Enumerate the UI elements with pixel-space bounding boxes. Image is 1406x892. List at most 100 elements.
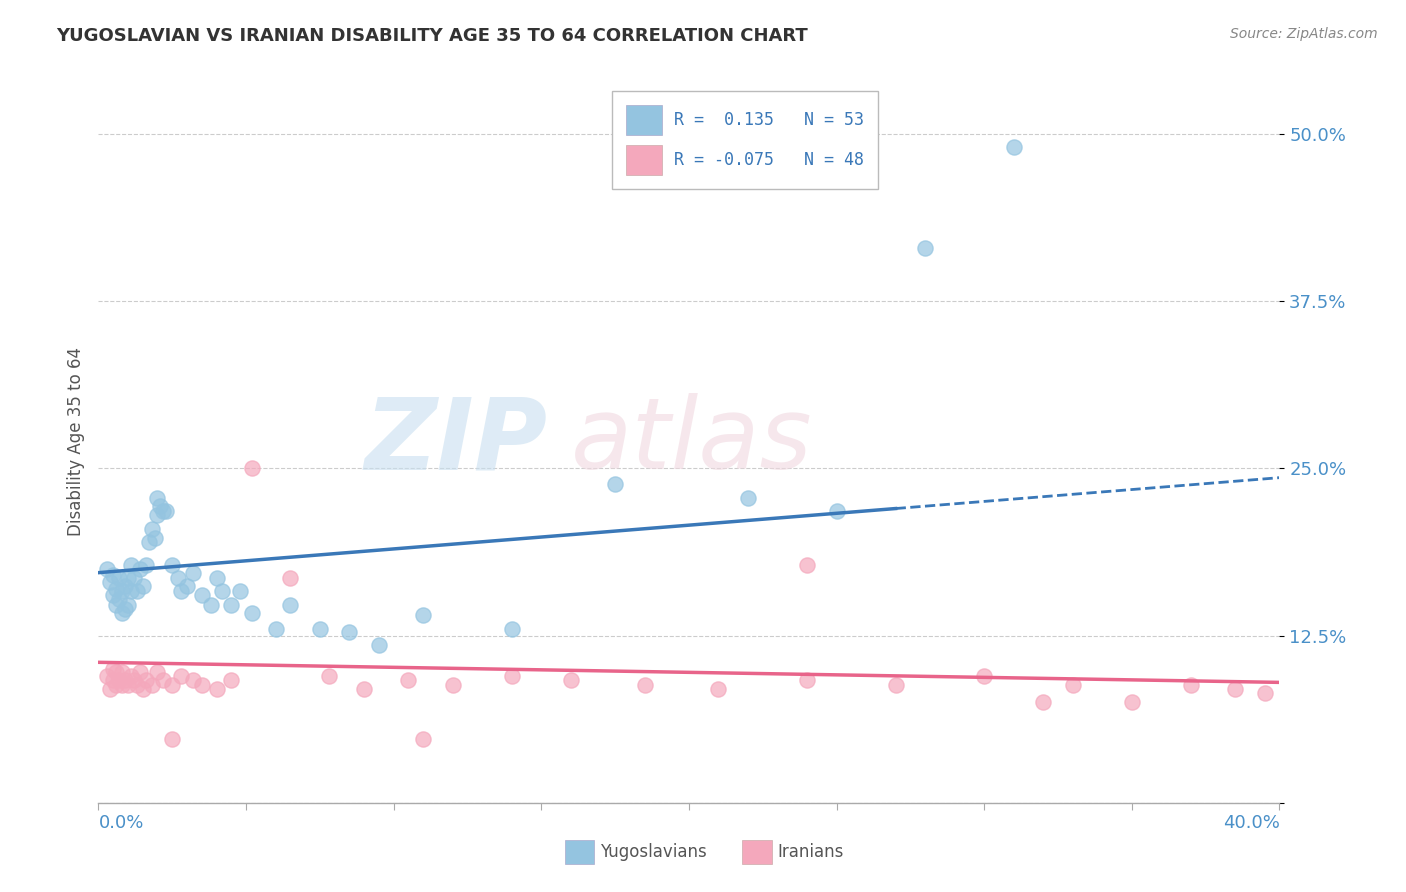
- Point: [318, 669, 340, 683]
- Point: [96, 669, 118, 683]
- Point: [181, 673, 204, 687]
- Point: [200, 598, 222, 612]
- Point: [205, 571, 228, 585]
- Point: [181, 566, 204, 580]
- Point: [1032, 696, 1054, 710]
- Point: [143, 531, 166, 545]
- Point: [412, 608, 434, 623]
- Point: [605, 477, 627, 491]
- Point: [122, 571, 145, 585]
- Point: [191, 589, 214, 603]
- Point: [191, 678, 214, 692]
- Point: [412, 731, 434, 746]
- FancyBboxPatch shape: [612, 91, 877, 189]
- Point: [125, 584, 148, 599]
- Text: Iranians: Iranians: [778, 843, 844, 861]
- Point: [103, 662, 125, 676]
- Text: atlas: atlas: [571, 393, 813, 490]
- Point: [114, 602, 136, 616]
- Y-axis label: Disability Age 35 to 64: Disability Age 35 to 64: [66, 347, 84, 536]
- Point: [103, 673, 125, 687]
- Point: [221, 673, 243, 687]
- Point: [120, 584, 142, 599]
- Point: [114, 673, 136, 687]
- Point: [162, 678, 183, 692]
- Point: [170, 584, 193, 599]
- Point: [146, 508, 169, 523]
- Point: [737, 491, 759, 505]
- Point: [1121, 696, 1143, 710]
- Point: [135, 673, 157, 687]
- Point: [167, 571, 190, 585]
- Point: [105, 665, 128, 679]
- Point: [141, 521, 163, 535]
- Point: [176, 579, 198, 593]
- Point: [796, 558, 818, 572]
- Point: [114, 579, 136, 593]
- Point: [560, 673, 582, 687]
- Point: [398, 673, 420, 687]
- Point: [138, 534, 160, 549]
- Point: [162, 558, 183, 572]
- Point: [111, 606, 134, 620]
- Point: [135, 558, 157, 572]
- FancyBboxPatch shape: [742, 840, 772, 864]
- Point: [170, 669, 193, 683]
- FancyBboxPatch shape: [626, 105, 662, 136]
- Point: [796, 673, 818, 687]
- Point: [105, 678, 128, 692]
- Point: [120, 558, 142, 572]
- Point: [280, 598, 302, 612]
- Point: [103, 568, 125, 582]
- Point: [884, 678, 907, 692]
- Point: [132, 681, 155, 696]
- Point: [280, 571, 302, 585]
- Point: [108, 673, 131, 687]
- Point: [105, 598, 128, 612]
- FancyBboxPatch shape: [565, 840, 595, 864]
- FancyBboxPatch shape: [626, 145, 662, 175]
- Point: [111, 584, 134, 599]
- Point: [128, 562, 150, 576]
- Text: Yugoslavians: Yugoslavians: [600, 843, 707, 861]
- Text: R =  0.135   N = 53: R = 0.135 N = 53: [673, 111, 863, 129]
- Point: [141, 678, 163, 692]
- Point: [205, 681, 228, 696]
- Text: ZIP: ZIP: [364, 393, 547, 490]
- Point: [155, 504, 177, 518]
- Point: [98, 575, 121, 590]
- Point: [1062, 678, 1084, 692]
- Point: [128, 665, 150, 679]
- Point: [441, 678, 464, 692]
- Point: [120, 669, 142, 683]
- Point: [108, 592, 131, 607]
- Point: [108, 571, 131, 585]
- Point: [240, 606, 263, 620]
- Point: [125, 678, 148, 692]
- Text: Source: ZipAtlas.com: Source: ZipAtlas.com: [1230, 27, 1378, 41]
- Point: [229, 584, 252, 599]
- Point: [132, 579, 155, 593]
- Point: [146, 665, 169, 679]
- Point: [914, 241, 936, 255]
- Point: [149, 499, 172, 513]
- Point: [707, 681, 730, 696]
- Point: [111, 678, 134, 692]
- Point: [146, 491, 169, 505]
- Point: [1225, 681, 1247, 696]
- Point: [117, 571, 139, 585]
- Point: [98, 681, 121, 696]
- Point: [117, 678, 139, 692]
- Point: [339, 624, 361, 639]
- Point: [96, 562, 118, 576]
- Point: [152, 673, 174, 687]
- Point: [501, 622, 523, 636]
- Point: [1180, 678, 1202, 692]
- Point: [825, 504, 848, 518]
- Point: [211, 584, 233, 599]
- Text: 40.0%: 40.0%: [1223, 814, 1279, 831]
- Point: [105, 582, 128, 596]
- Point: [368, 638, 391, 652]
- Point: [117, 598, 139, 612]
- Point: [309, 622, 332, 636]
